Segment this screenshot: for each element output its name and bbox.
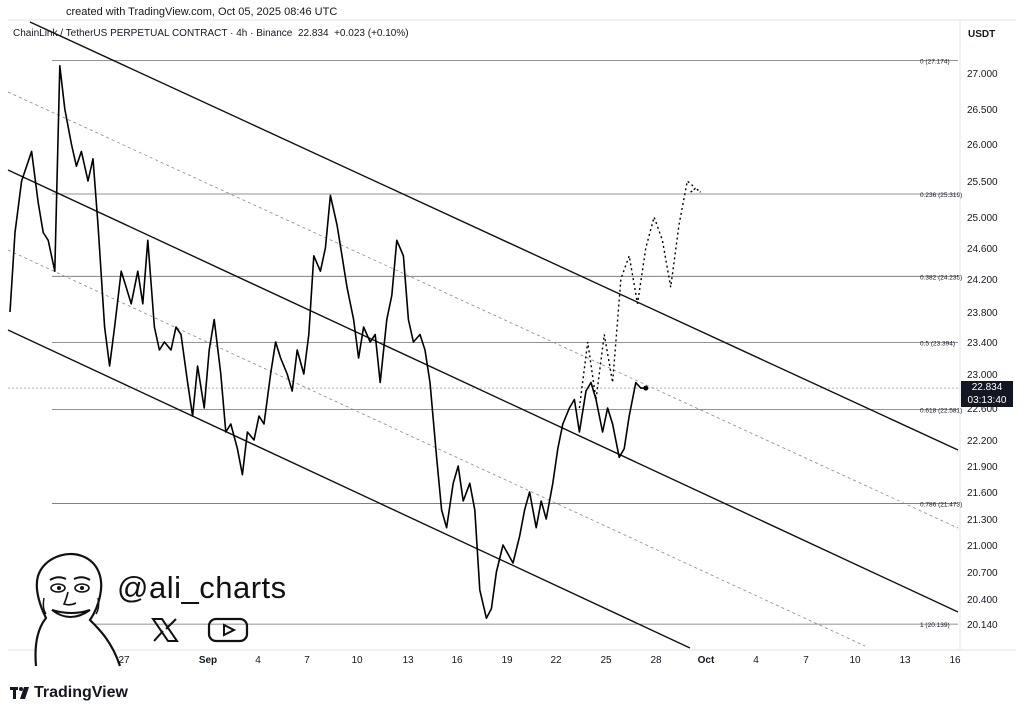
y-tick-label: 21.000 [967, 541, 998, 552]
created-caption: created with TradingView.com, Oct 05, 20… [66, 6, 338, 18]
symbol-header: ChainLink / TetherUS PERPETUAL CONTRACT … [13, 28, 409, 39]
x-tick-label: 7 [803, 655, 809, 666]
x-tick-label: 19 [501, 655, 513, 666]
last-price-dot [643, 385, 649, 391]
fib-level-label: 0.382 (24.235) [920, 274, 962, 281]
y-tick-label: 20.700 [967, 568, 998, 579]
y-tick-label: 20.400 [967, 595, 998, 606]
fib-level-label: 0.5 (23.394) [920, 340, 955, 347]
projection-path [578, 179, 702, 409]
price-series [9, 65, 649, 620]
y-tick-label: 26.000 [967, 140, 998, 151]
x-tick-label: 25 [600, 655, 612, 666]
x-logo-icon[interactable] [150, 617, 180, 643]
x-tick-label: 4 [753, 655, 759, 666]
x-tick-label: Sep [199, 655, 217, 666]
descending-channel [7, 21, 959, 649]
y-tick-label: 20.140 [967, 620, 998, 631]
current-price-label: 22.834 03:13:40 [961, 381, 1013, 407]
x-tick-label: 4 [255, 655, 261, 666]
price-axis: 27.000 26.500 26.000 25.500 25.000 24.600 24.2… [967, 69, 998, 631]
symbol-name: ChainLink / TetherUS PERPETUAL CONTRACT … [13, 28, 293, 39]
x-tick-label: 10 [351, 655, 363, 666]
channel-boundary [29, 21, 959, 451]
author-handle: @ali_charts [117, 570, 287, 605]
author-avatar [34, 552, 122, 667]
x-tick-label: 16 [451, 655, 463, 666]
time-axis: 2427Sep4710131619222528Oct47101316 [70, 655, 961, 666]
price-change: +0.023 (+0.10%) [334, 28, 409, 39]
tradingview-logo-icon [10, 687, 29, 699]
y-tick-label: 21.300 [967, 515, 998, 526]
candle-countdown: 03:13:40 [967, 395, 1007, 406]
y-tick-label: 23.800 [967, 308, 998, 319]
y-tick-label: 21.900 [967, 462, 998, 473]
youtube-play-icon[interactable] [207, 617, 249, 643]
x-tick-label: 16 [949, 655, 961, 666]
fib-level-label: 0.618 (22.581) [920, 408, 962, 415]
y-tick-label: 25.500 [967, 177, 998, 188]
fib-level-label: 0 (27.174) [920, 58, 950, 65]
fib-level-label: 1 (20.139) [920, 622, 950, 629]
y-tick-label: 24.600 [967, 244, 998, 255]
y-tick-label: 21.600 [967, 488, 998, 499]
channel-midline [7, 91, 959, 529]
fib-level-label: 0.236 (25.319) [920, 192, 962, 199]
y-tick-label: 25.000 [967, 213, 998, 224]
last-price: 22.834 [297, 28, 329, 39]
y-tick-label: 24.200 [967, 275, 998, 286]
projection-line [578, 179, 697, 409]
x-tick-label: 10 [849, 655, 861, 666]
y-tick-label: 27.000 [967, 69, 998, 80]
x-tick-label: 13 [402, 655, 414, 666]
price-line [9, 65, 646, 620]
current-price-value: 22.834 [971, 382, 1003, 393]
x-tick-label: Oct [698, 655, 715, 666]
x-tick-label: 22 [550, 655, 562, 666]
x-tick-label: 28 [650, 655, 662, 666]
tradingview-logo: TradingView [10, 684, 128, 702]
y-tick-label: 22.200 [967, 436, 998, 447]
fib-level-label: 0.786 (21.473) [920, 501, 962, 508]
projection-arrowhead [690, 187, 702, 193]
y-tick-label: 23.000 [967, 370, 998, 381]
x-tick-label: 7 [304, 655, 310, 666]
currency-label: USDT [968, 29, 996, 40]
x-tick-label: 13 [899, 655, 911, 666]
tradingview-wordmark: TradingView [34, 684, 128, 701]
channel-boundary [7, 169, 959, 613]
fibonacci-levels: 0 (27.174) 0.236 (25.319) 0.382 (24.235) 0.… [8, 58, 962, 629]
y-tick-label: 26.500 [967, 105, 998, 116]
y-tick-label: 23.400 [967, 338, 998, 349]
